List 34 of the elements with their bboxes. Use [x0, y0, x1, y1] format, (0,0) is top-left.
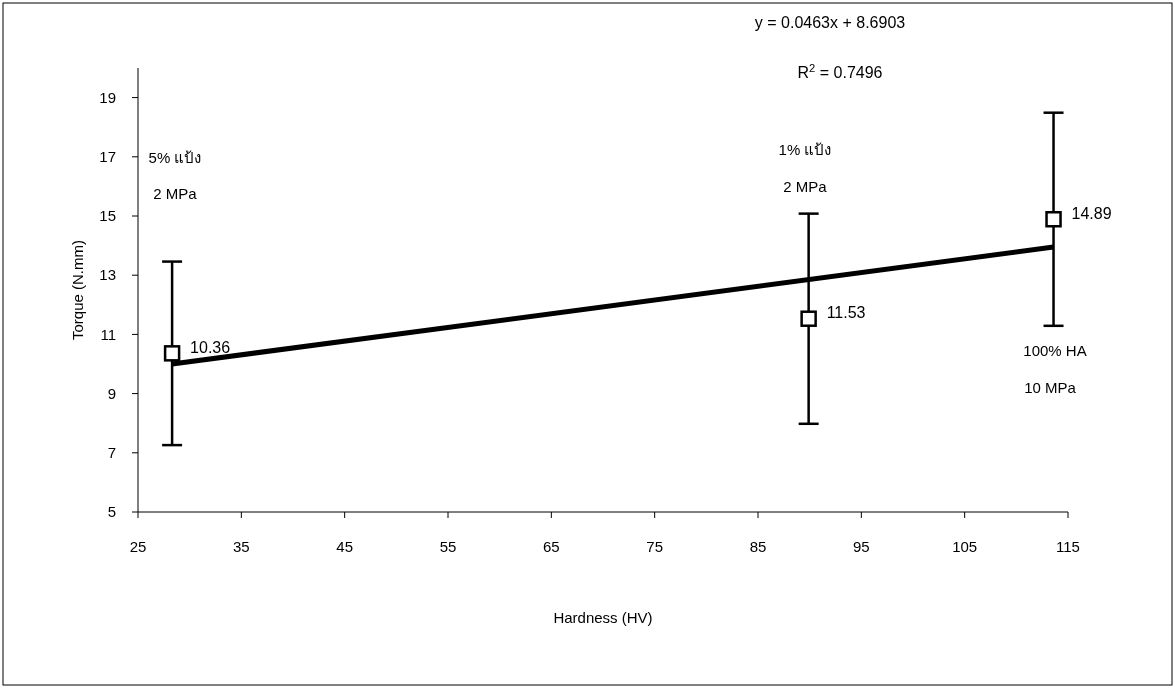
y-tick-label: 15	[99, 207, 116, 225]
y-axis-title: Torque (N.mm)	[69, 239, 86, 341]
x-tick-label: 85	[749, 538, 767, 555]
point	[800, 310, 817, 327]
data-label: 11.53	[826, 304, 866, 322]
text: y = 0.0463x + 8.6903	[754, 14, 906, 31]
data-label: 10.36	[190, 338, 231, 356]
annotation: 100% HA	[1023, 342, 1087, 359]
annotation: 2 MPa	[153, 185, 198, 202]
annotation: R$^{2}$ = 0.7496	[797, 62, 883, 81]
annotation: 5% แป้ง	[148, 149, 202, 166]
y-tick-label: 17	[99, 148, 116, 166]
point	[163, 345, 181, 362]
data-label: 14.89	[1071, 204, 1112, 222]
y-tick-label: 13	[99, 266, 116, 284]
annotation: 2 MPa	[783, 178, 828, 195]
x-tick-label: 115	[1056, 538, 1080, 555]
x-tick-label: 25	[129, 538, 147, 555]
point	[1045, 211, 1062, 228]
x-axis-title: Hardness (HV)	[553, 609, 653, 626]
y-tick-label: 19	[99, 88, 116, 106]
x-tick-label: 75	[646, 538, 664, 555]
x-tick-label: 95	[852, 538, 870, 555]
x-tick-label: 45	[336, 538, 354, 555]
annotation: 10 MPa	[1024, 379, 1077, 396]
x-tick-label: 105	[952, 538, 978, 555]
y-tick-label: 11	[100, 325, 116, 343]
y-tick-label: 5	[107, 503, 116, 521]
y-tick-label: 7	[107, 444, 116, 462]
x-tick-label: 35	[232, 538, 250, 555]
x-tick-label: 65	[542, 538, 560, 555]
y-tick-label: 9	[107, 384, 116, 402]
annotation: 1% แป้ง	[778, 141, 832, 158]
x-tick-label: 55	[439, 538, 457, 555]
